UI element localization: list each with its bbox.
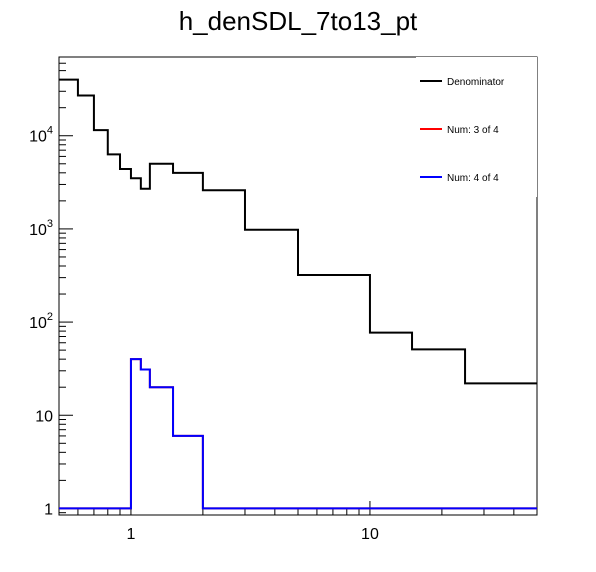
y-tick-label-base: 1 [44,501,53,518]
y-tick-label-base: 10 [35,408,53,425]
y-tick-label-exponent: 3 [47,218,53,230]
y-tick-label: 10 [35,408,53,425]
series-layer [59,78,537,510]
series-line-num-4-of-4 [59,358,537,510]
legend-label: Num: 3 of 4 [447,125,499,136]
x-tick-label: 1 [126,526,135,543]
y-tick-label-exponent: 2 [47,311,53,323]
y-tick-label-base: 10 [29,315,47,332]
y-tick-label: 103 [29,218,53,239]
chart-title: h_denSDL_7to13_pt [179,6,418,36]
x-tick-label: 10 [361,526,379,543]
y-tick-label: 104 [29,125,53,146]
legend-label: Num: 4 of 4 [447,173,499,184]
legend: Denominator Num: 3 of 4 Num: 4 of 4 [416,57,537,197]
series-line-denominator [59,78,537,385]
y-tick-label: 1 [44,501,53,518]
y-tick-label: 102 [29,311,53,332]
y-tick-label-exponent: 4 [47,125,53,137]
y-tick-label-base: 10 [29,129,47,146]
y-tick-label-base: 10 [29,222,47,239]
legend-label: Denominator [447,77,505,88]
